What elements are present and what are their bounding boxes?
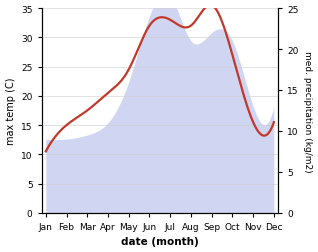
X-axis label: date (month): date (month)	[121, 237, 199, 246]
Y-axis label: max temp (C): max temp (C)	[5, 77, 16, 145]
Y-axis label: med. precipitation (kg/m2): med. precipitation (kg/m2)	[303, 50, 313, 172]
